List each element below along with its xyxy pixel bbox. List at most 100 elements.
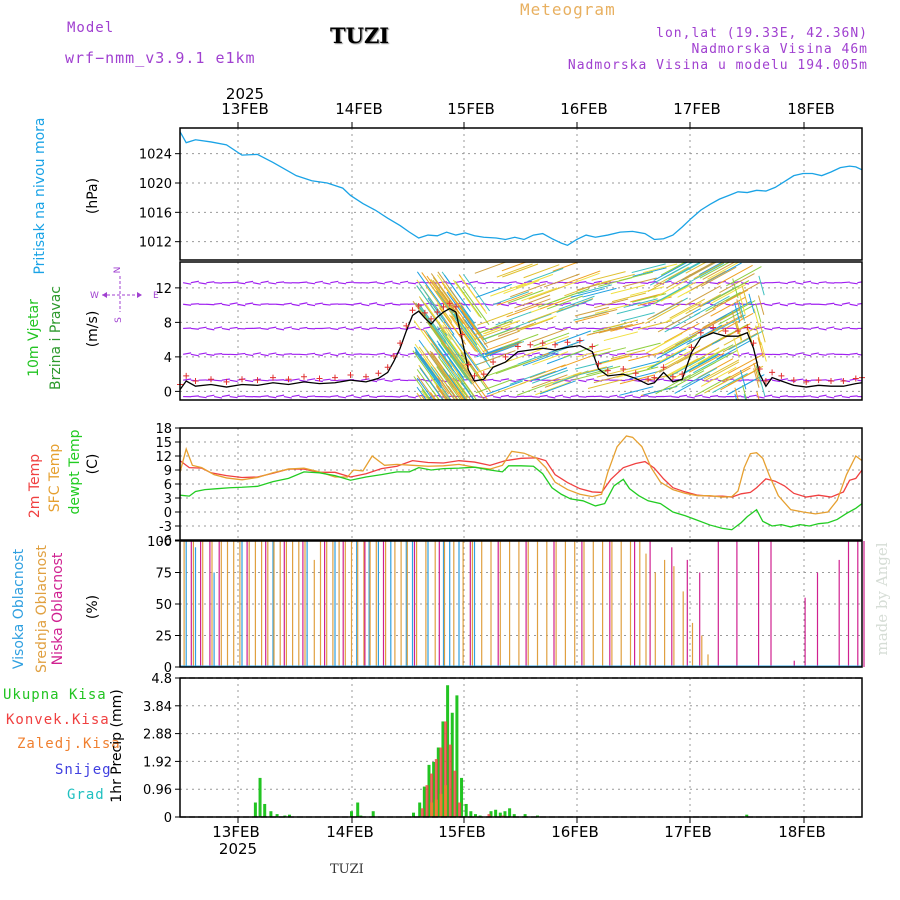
- wind-ref-arrow: [407, 326, 416, 330]
- y-tick-label: -3: [159, 520, 172, 535]
- wind-ref-arrow: [772, 281, 781, 284]
- wind-gust-marker: [415, 302, 422, 309]
- wind-ref-arrow: [593, 327, 602, 330]
- wind-ref-arrow: [609, 353, 618, 357]
- wind-arrow: [591, 271, 626, 281]
- wind-ref-arrow: [268, 395, 277, 399]
- precip-bar: [448, 744, 452, 817]
- wind-gust-marker: [697, 329, 704, 336]
- wind-ref-arrow: [322, 282, 331, 285]
- wind-ref-arrow: [570, 327, 579, 330]
- wind-arrow: [509, 283, 547, 298]
- wind-arrow: [654, 353, 691, 374]
- wind-arrow: [436, 326, 464, 364]
- year-label-top: 2025: [226, 85, 264, 103]
- wind-arrow: [430, 343, 458, 381]
- wind-ref-arrow: [849, 303, 858, 307]
- wind-arrow: [666, 301, 702, 323]
- wind-ref-arrow: [469, 353, 478, 357]
- wind-ref-arrow: [578, 379, 587, 383]
- precip-bar: [523, 814, 527, 817]
- compass-n: N: [113, 267, 123, 274]
- precip-bar: [258, 777, 262, 817]
- wind-ref-arrow: [260, 280, 269, 284]
- y-tick-label: 15: [155, 436, 172, 451]
- wind-ref-arrow: [213, 326, 223, 330]
- wind-arrow: [759, 376, 766, 397]
- wind-arrow: [755, 325, 762, 345]
- wind-gust-marker: [852, 375, 859, 382]
- wind-ref-arrow: [400, 394, 409, 398]
- wind-ref-arrow: [306, 303, 316, 307]
- wind-ref-arrow: [237, 282, 246, 285]
- wind-ref-arrow: [710, 395, 719, 398]
- wind-arrow: [653, 284, 689, 305]
- y-tick-label: 1.92: [143, 755, 172, 770]
- wind-ref-arrow: [268, 282, 277, 285]
- wind-arrow: [539, 380, 576, 395]
- wind-arrow: [532, 351, 569, 366]
- wind-ref-arrow: [547, 326, 556, 330]
- wind-ref-arrow: [702, 395, 711, 399]
- wind-ref-arrow: [810, 395, 819, 399]
- precip-bar: [430, 802, 434, 817]
- legend-grid: Zaledj.Kisa: [17, 736, 121, 752]
- wind-ref-arrow: [369, 395, 378, 399]
- temp-line-1: [179, 435, 863, 515]
- wind-arrow: [521, 287, 558, 302]
- wind-arrow: [695, 375, 731, 396]
- wind-arrow: [661, 334, 698, 355]
- wind-arrow: [463, 274, 491, 312]
- wind-ref-arrow: [252, 282, 261, 285]
- wind-ref-arrow: [787, 280, 796, 284]
- wind-arrow: [436, 340, 464, 378]
- wind-ref-arrow: [593, 302, 602, 305]
- wind-ref-arrow: [795, 303, 804, 306]
- wind-arrow: [426, 275, 454, 313]
- wind-ref-arrow: [508, 281, 517, 284]
- wind-arrow: [418, 364, 445, 400]
- wind-ref-arrow: [523, 280, 533, 284]
- precip-bar: [460, 777, 464, 817]
- wind-ref-arrow: [516, 352, 525, 355]
- wind-arrow: [624, 366, 659, 377]
- y-tick-label: 6: [164, 478, 172, 493]
- panel-frame: [179, 261, 863, 401]
- wind-ref-arrow: [663, 302, 672, 305]
- wind-arrow: [758, 295, 765, 315]
- wind-ref-arrow: [849, 352, 858, 355]
- wind-ref-arrow: [771, 379, 781, 383]
- precip-bar: [487, 814, 491, 817]
- top-date-label: 15FEB: [447, 100, 494, 118]
- wind-ref-arrow: [260, 379, 269, 382]
- precip-bar: [350, 811, 353, 817]
- wind-gust-marker: [756, 365, 763, 372]
- wind-arrow: [741, 285, 748, 306]
- wind-arrow: [668, 262, 702, 280]
- wind-ref-arrow: [423, 326, 432, 330]
- wind-ref-arrow: [764, 303, 773, 307]
- wind-arrow: [517, 273, 554, 288]
- wind-ref-arrow: [818, 281, 827, 284]
- precip-bar: [446, 685, 450, 817]
- wind-arrow: [436, 384, 448, 400]
- precip-bar: [494, 809, 498, 817]
- wind-ref-arrow: [299, 395, 308, 399]
- wind-ref-arrow: [802, 353, 812, 357]
- wind-ref-arrow: [330, 353, 339, 357]
- wind-arrow: [546, 295, 583, 310]
- top-date-label: 13FEB: [221, 100, 268, 118]
- wind-arrow: [759, 322, 766, 343]
- wind-gust-marker: [434, 309, 441, 316]
- wind-ref-arrow: [229, 379, 238, 383]
- wind-arrow: [712, 289, 749, 310]
- wind-ref-arrow: [299, 326, 308, 330]
- wind-ref-arrow: [803, 303, 812, 305]
- wind-arrow: [574, 306, 609, 317]
- y-tick-label: -6: [159, 534, 172, 549]
- wind-ref-arrow: [330, 379, 339, 382]
- year-label-bottom: 2025: [219, 840, 257, 858]
- wind-ref-arrow: [369, 353, 378, 356]
- legend-conv: Konvek.Kisa: [6, 712, 110, 728]
- wind-arrow: [531, 369, 568, 384]
